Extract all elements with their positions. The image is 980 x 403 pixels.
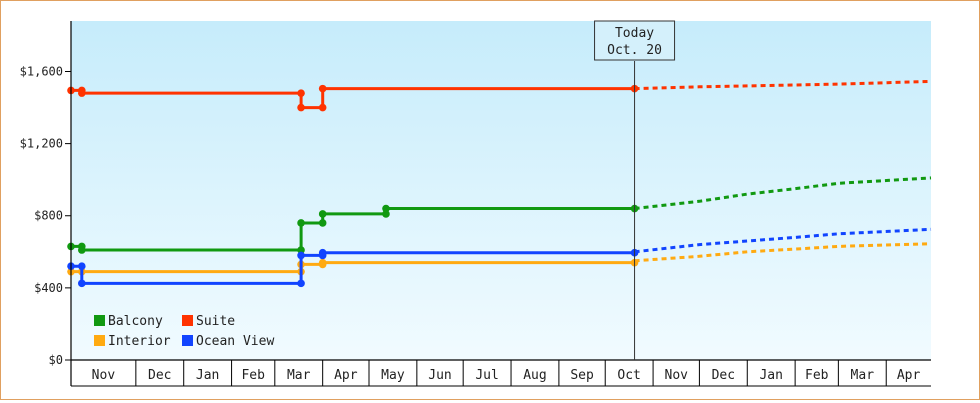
y-tick-label: $0 bbox=[49, 353, 63, 367]
data-point bbox=[382, 204, 390, 213]
data-point bbox=[318, 84, 327, 93]
x-tick-label: Nov bbox=[92, 368, 116, 383]
legend-swatch bbox=[94, 335, 105, 346]
x-tick-label: Mar bbox=[851, 368, 875, 383]
x-tick-label: Feb bbox=[241, 368, 265, 383]
x-tick-label: Jun bbox=[428, 368, 451, 383]
x-tick-label: Feb bbox=[805, 368, 829, 383]
data-point bbox=[318, 103, 327, 112]
x-tick-label: Oct bbox=[617, 368, 640, 383]
x-tick-label: Dec bbox=[712, 368, 735, 383]
data-point bbox=[297, 246, 305, 254]
x-tick-label: Jan bbox=[759, 368, 782, 383]
forecast-line bbox=[634, 79, 932, 91]
data-point bbox=[382, 210, 390, 218]
today-date: Oct. 20 bbox=[607, 43, 662, 58]
x-tick-label: Jul bbox=[475, 368, 498, 383]
legend-swatch bbox=[182, 315, 193, 326]
y-tick-label: $1,200 bbox=[20, 137, 63, 151]
y-tick-label: $1,600 bbox=[20, 64, 63, 78]
data-point bbox=[297, 219, 305, 227]
x-tick-label: Jan bbox=[196, 368, 219, 383]
x-tick-label: Apr bbox=[897, 368, 921, 383]
legend-label: Suite bbox=[196, 314, 235, 329]
data-point bbox=[78, 89, 86, 97]
today-label: Today bbox=[615, 26, 654, 41]
x-tick-label: Aug bbox=[523, 368, 546, 383]
data-point bbox=[78, 246, 86, 254]
data-point bbox=[318, 248, 327, 257]
forecast-line bbox=[634, 242, 932, 263]
today-box bbox=[594, 20, 676, 61]
x-tick-label: Sep bbox=[570, 368, 594, 383]
data-point bbox=[318, 258, 327, 267]
x-tick-label: May bbox=[381, 368, 405, 383]
legend-label: Ocean View bbox=[196, 334, 274, 349]
data-point bbox=[297, 89, 305, 97]
plot-area bbox=[71, 21, 931, 360]
y-tick-label: $800 bbox=[34, 209, 63, 223]
data-point bbox=[78, 279, 86, 288]
legend-swatch bbox=[94, 315, 105, 326]
data-point bbox=[297, 251, 305, 260]
data-point bbox=[318, 219, 327, 227]
data-point bbox=[297, 103, 305, 112]
forecast-line bbox=[634, 227, 932, 254]
x-tick-label: Nov bbox=[665, 368, 689, 383]
legend-label: Interior bbox=[108, 334, 171, 349]
data-point bbox=[78, 262, 86, 271]
x-tick-label: Dec bbox=[148, 368, 171, 383]
forecast-line bbox=[634, 176, 932, 210]
data-point bbox=[318, 210, 327, 218]
y-tick-label: $400 bbox=[34, 281, 63, 295]
x-tick-label: Apr bbox=[334, 368, 358, 383]
x-tick-label: Mar bbox=[287, 368, 311, 383]
data-point bbox=[297, 279, 305, 288]
legend-swatch bbox=[182, 335, 193, 346]
legend-label: Balcony bbox=[108, 314, 163, 329]
